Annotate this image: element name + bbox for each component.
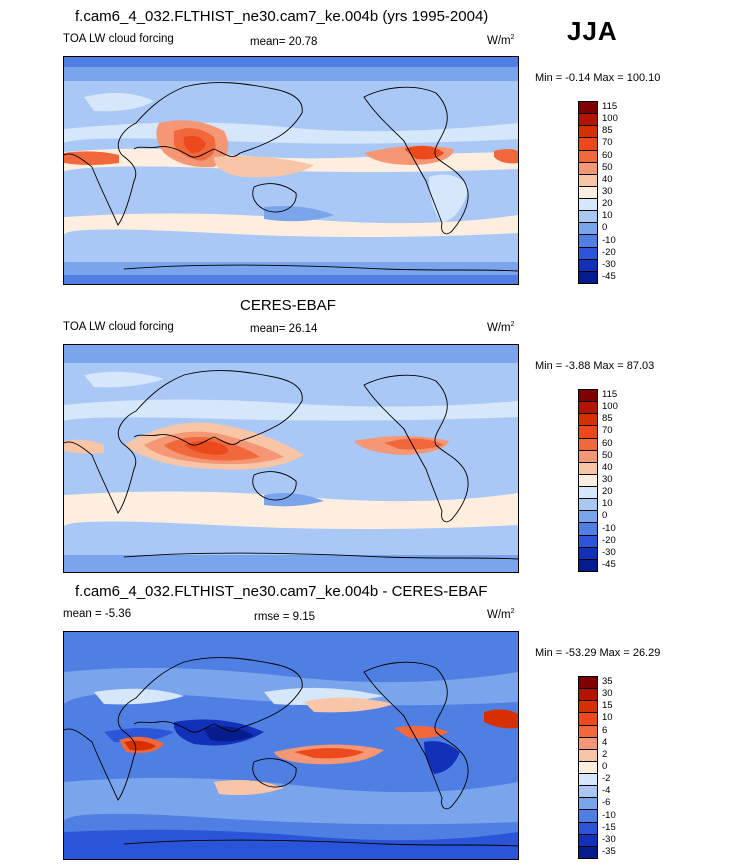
colorbar-label: -20 [602, 534, 616, 546]
colorbar-label: 30 [602, 474, 613, 485]
colorbar-label: -20 [602, 246, 616, 258]
panel-diff-minmax: Min = -53.29 Max = 26.29 [535, 647, 661, 659]
colorbar-label: 4 [602, 736, 608, 748]
colorbar-label: 40 [602, 461, 613, 473]
colorbar-label: 100 [602, 113, 618, 125]
colorbar-label: 115 [602, 389, 618, 401]
colorbar-label: 0 [602, 761, 608, 772]
colorbar-label: 10 [602, 712, 613, 724]
colorbar-label: 40 [602, 173, 613, 185]
panel-diff-colorbar: 35 30 15 10 6 4 2 0 -2 -4 -6 -10 -15 -30 -35 [578, 676, 638, 859]
panel-obs-colorbar: 115 100 85 70 60 50 40 30 20 10 0 -10 -20 -30 -45 [578, 389, 638, 572]
colorbar-label: 100 [602, 401, 618, 413]
colorbar-label: -6 [602, 797, 611, 809]
colorbar-label: -45 [602, 270, 616, 282]
colorbar-label: 35 [602, 676, 613, 688]
colorbar-label: 115 [602, 101, 618, 113]
colorbar-label: 10 [602, 498, 613, 510]
colorbar-label: -10 [602, 234, 616, 246]
panel-obs-left-label: TOA LW cloud forcing [63, 321, 174, 333]
colorbar-label: 6 [602, 724, 608, 736]
colorbar-label: -30 [602, 546, 616, 558]
diff-coastlines [64, 657, 518, 847]
colorbar-swatch [578, 270, 598, 284]
diff-field [64, 632, 518, 859]
panel-obs-map [63, 344, 519, 573]
panel-obs-mean: mean= 26.14 [250, 323, 318, 335]
panel-model-units: W/m2 [487, 34, 515, 47]
colorbar-label: -10 [602, 522, 616, 534]
panel-diff-title: f.cam6_4_032.FLTHIST_ne30.cam7_ke.004b -… [75, 583, 488, 600]
colorbar-label: 2 [602, 748, 608, 760]
colorbar-label: 30 [602, 688, 613, 700]
colorbar-label: -35 [602, 845, 616, 857]
model-coastlines [64, 82, 518, 272]
panel-model-left-label: TOA LW cloud forcing [63, 33, 174, 45]
panel-obs-minmax: Min = -3.88 Max = 87.03 [535, 360, 655, 372]
panel-diff-rmse: rmse = 9.15 [254, 611, 316, 623]
model-field [64, 57, 518, 284]
colorbar-label: 0 [602, 510, 608, 522]
obs-coastlines [64, 370, 518, 560]
colorbar-label: 50 [602, 449, 613, 461]
colorbar-label: -30 [602, 833, 616, 845]
colorbar-label: -4 [602, 785, 611, 797]
panel-model-title: f.cam6_4_032.FLTHIST_ne30.cam7_ke.004b (… [75, 8, 489, 25]
colorbar-label: 30 [602, 186, 613, 197]
panel-model-colorbar: 115 100 85 70 60 50 40 30 20 10 0 -10 -20 -30 -45 [578, 101, 638, 284]
colorbar-label: 85 [602, 125, 613, 137]
panel-diff-mean: mean = -5.36 [63, 608, 132, 620]
colorbar-label: 60 [602, 149, 613, 161]
panel-obs-title: CERES-EBAF [240, 297, 336, 314]
colorbar-label: 0 [602, 222, 608, 234]
colorbar-label: -10 [602, 809, 616, 821]
panel-model-map [63, 56, 519, 285]
colorbar-label: 15 [602, 700, 613, 712]
colorbar-label: -30 [602, 258, 616, 270]
colorbar-label: 20 [602, 486, 613, 498]
colorbar-label: -15 [602, 821, 616, 833]
colorbar-label: 70 [602, 425, 613, 437]
season-label: JJA [567, 16, 618, 46]
colorbar-label: -45 [602, 558, 616, 570]
colorbar-label: 70 [602, 137, 613, 149]
colorbar-label: 10 [602, 210, 613, 222]
colorbar-swatch [578, 558, 598, 572]
panel-model-mean: mean= 20.78 [250, 36, 318, 48]
obs-field [64, 345, 518, 572]
panel-model-minmax: Min = -0.14 Max = 100.10 [535, 72, 661, 84]
colorbar-label: 50 [602, 161, 613, 173]
colorbar-label: 85 [602, 413, 613, 425]
panel-diff-units: W/m2 [487, 608, 515, 621]
panel-diff-map [63, 631, 519, 860]
colorbar-label: 60 [602, 437, 613, 449]
colorbar-swatch [578, 845, 598, 859]
panel-obs-units: W/m2 [487, 321, 515, 334]
colorbar-label: 20 [602, 198, 613, 210]
colorbar-label: -2 [602, 773, 611, 785]
